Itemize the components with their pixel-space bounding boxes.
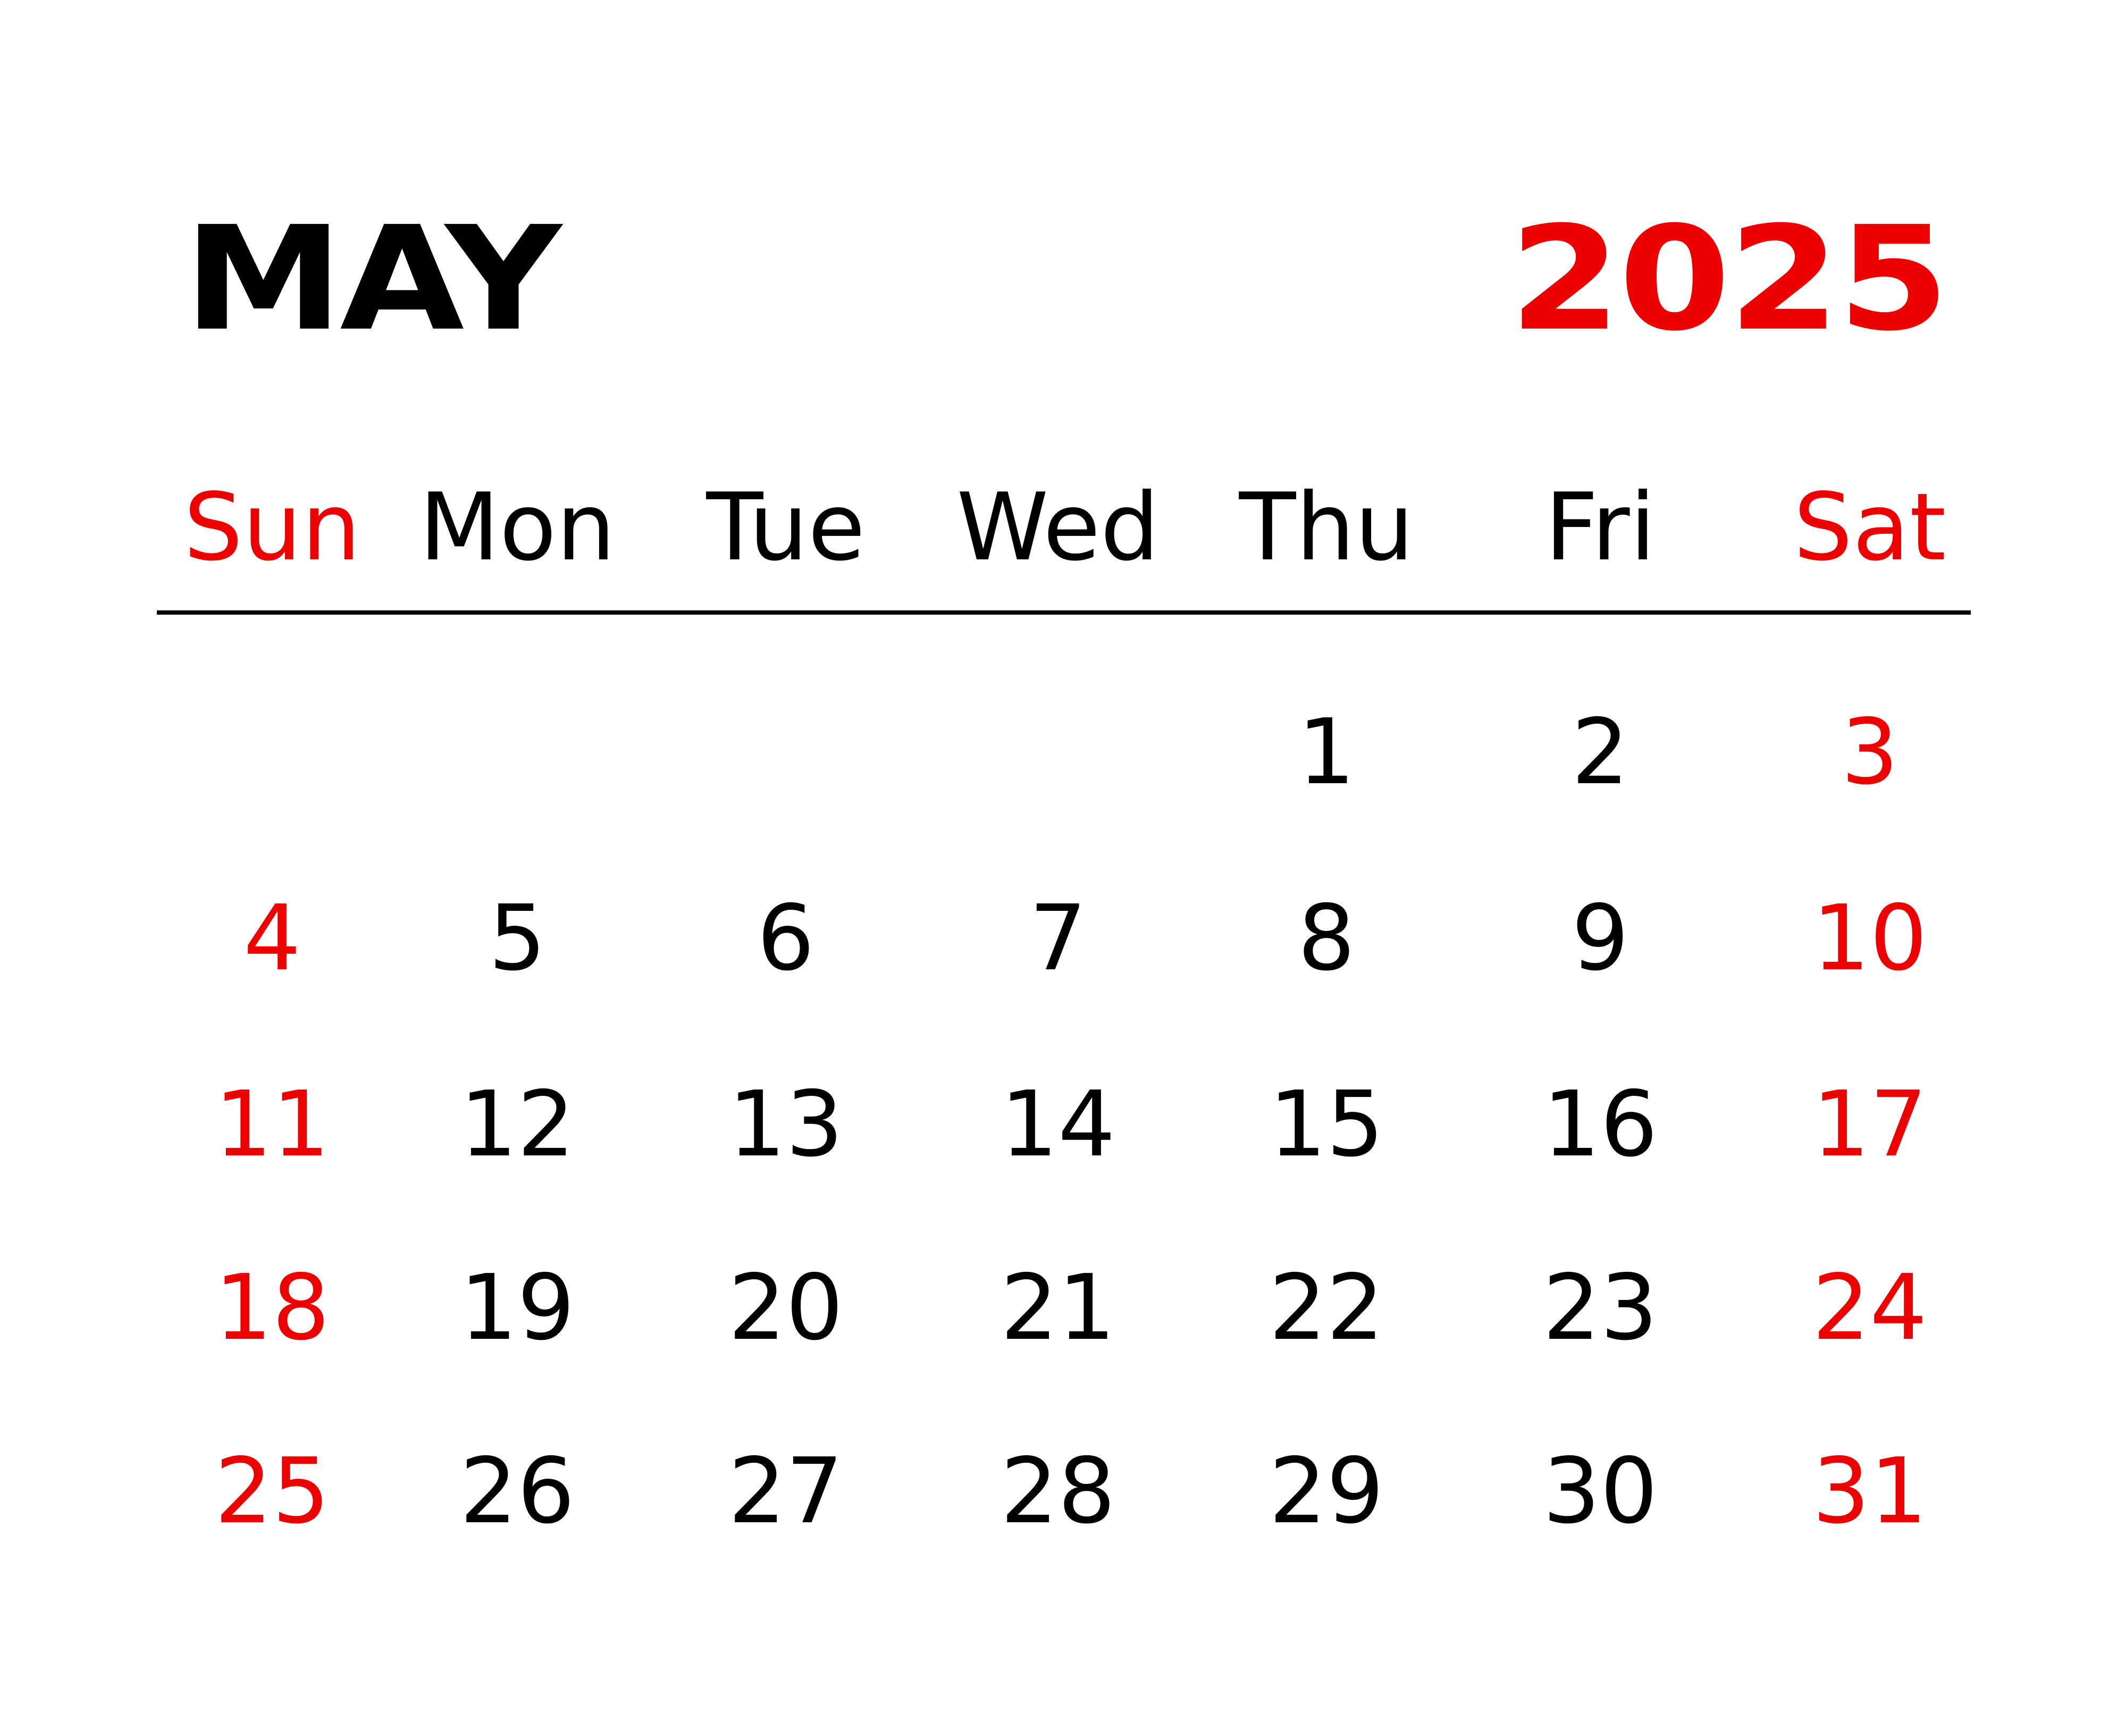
day-cell: 22: [1268, 1255, 1384, 1361]
weekday-fri: Fri: [1544, 474, 1656, 582]
day-cell: 20: [728, 1255, 844, 1361]
day-cell: 29: [1268, 1439, 1384, 1544]
day-cell: 3: [1841, 700, 1899, 805]
weekday-tue: Tue: [706, 474, 866, 582]
day-cell: 30: [1542, 1439, 1658, 1544]
day-cell: 31: [1812, 1439, 1928, 1544]
day-cell: 13: [728, 1072, 844, 1177]
day-cell: 26: [459, 1439, 575, 1544]
day-cell: 4: [243, 886, 301, 991]
day-cell: 15: [1268, 1072, 1384, 1177]
day-cell: 28: [1000, 1439, 1116, 1544]
day-cell: 17: [1812, 1072, 1928, 1177]
day-cell: 8: [1297, 886, 1356, 991]
day-cell: 14: [1000, 1072, 1116, 1177]
day-cell: 21: [1000, 1255, 1116, 1361]
weekday-thu: Thu: [1239, 474, 1414, 582]
weekday-sat: Sat: [1793, 474, 1946, 582]
day-cell: 27: [728, 1439, 844, 1544]
day-cell: 18: [214, 1255, 330, 1361]
weekday-mon: Mon: [419, 474, 616, 582]
day-cell: 24: [1812, 1255, 1928, 1361]
day-cell: 12: [459, 1072, 575, 1177]
weekday-header-row: Sun Mon Tue Wed Thu Fri Sat: [0, 481, 2117, 588]
header-divider: [157, 610, 1971, 615]
day-cell: 2: [1571, 700, 1629, 805]
weekday-wed: Wed: [956, 474, 1160, 582]
day-cell: 5: [488, 886, 547, 991]
day-cell: 16: [1542, 1072, 1658, 1177]
day-cell: 9: [1571, 886, 1629, 991]
weekday-sun: Sun: [183, 474, 361, 582]
day-cell: 23: [1542, 1255, 1658, 1361]
day-cell: 25: [214, 1439, 330, 1544]
day-cell: 1: [1297, 700, 1356, 805]
year-title: 2025: [1509, 195, 1949, 363]
day-cell: 7: [1029, 886, 1087, 991]
day-cell: 11: [214, 1072, 330, 1177]
month-title: MAY: [183, 195, 562, 363]
day-cell: 19: [459, 1255, 575, 1361]
day-cell: 6: [757, 886, 815, 991]
day-cell: 10: [1812, 886, 1928, 991]
